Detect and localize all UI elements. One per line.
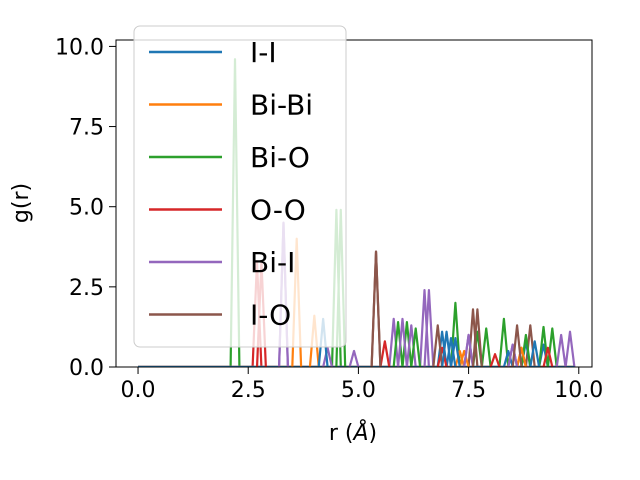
peak-i-i-extra-3: [529, 340, 541, 367]
peak-bi-i-extra-2: [348, 349, 360, 367]
ticks-layer: 0.0 2.5 5.0 7.5 10.0 0.0 2.5 5.0 7.5 10.0: [55, 35, 603, 403]
peak-bi-i-extra-1: [322, 346, 334, 367]
x-tick-label: 10.0: [554, 378, 603, 403]
series-line-bi-o: [138, 58, 575, 367]
y-tick-label: 7.5: [69, 116, 104, 141]
peak-i-o-extra-3: [511, 324, 523, 367]
legend-label-o-o: O-O: [250, 194, 306, 227]
peak-bi-i-extra-3: [396, 317, 408, 367]
axes-frame: [115, 39, 593, 368]
x-tick-label: 2.5: [231, 378, 266, 403]
peak-o-o-extra-1: [379, 340, 391, 367]
peak-o-o-extra-3: [489, 353, 501, 367]
x-tick-label: 7.5: [451, 378, 486, 403]
legend-box: [133, 25, 347, 348]
legend-label-bi-i: Bi-I: [250, 246, 295, 279]
peak-bi-i-extra-7: [555, 333, 567, 367]
peak-bi-i-extra-5: [463, 333, 475, 367]
peak-i-o-extra-0: [370, 250, 382, 367]
y-tick-label: 0.0: [69, 356, 104, 381]
peak-bi-i-extra-6: [507, 343, 519, 367]
x-axis-label: r (Å): [329, 419, 377, 446]
legend: I-I Bi-Bi Bi-O O-O Bi-I I-O: [133, 25, 347, 348]
peak-o-o-extra-4: [542, 346, 554, 367]
y-tick-label: 5.0: [69, 196, 104, 221]
peak-bi-o-extra-3: [480, 327, 492, 367]
legend-label-i-o: I-O: [250, 299, 291, 332]
y-tick-label: 10.0: [55, 35, 104, 60]
peak-bi-i-extra-4: [423, 288, 435, 367]
peak-bi-bi-extra-2: [458, 349, 470, 367]
x-axis-label-close: ): [369, 421, 378, 446]
peak-bi-o-extra-1: [392, 321, 404, 367]
peak-i-o-extra-1: [432, 324, 444, 367]
peak-bi-bi-extra-3: [516, 346, 527, 367]
peak-i-o-extra-2: [471, 308, 483, 367]
legend-label-bi-bi: Bi-Bi: [250, 89, 313, 122]
legend-label-bi-o: Bi-O: [250, 141, 310, 174]
peak-i-i-extra-2: [449, 337, 461, 367]
x-tick-label: 0.0: [121, 378, 156, 403]
peak-bi-o-extra-2: [410, 327, 422, 367]
peak-o-o-extra-2: [436, 346, 448, 367]
legend-label-i-i: I-I: [250, 36, 277, 69]
peak-i-i-extra-1: [441, 330, 453, 367]
x-axis-label-unit: Å: [351, 419, 368, 446]
axes-layer: [115, 39, 593, 368]
y-tick-label: 2.5: [69, 276, 104, 301]
y-axis-label: g(r): [9, 183, 34, 223]
x-tick-label: 5.0: [341, 378, 376, 403]
x-axis-label-main: r (: [329, 421, 354, 446]
